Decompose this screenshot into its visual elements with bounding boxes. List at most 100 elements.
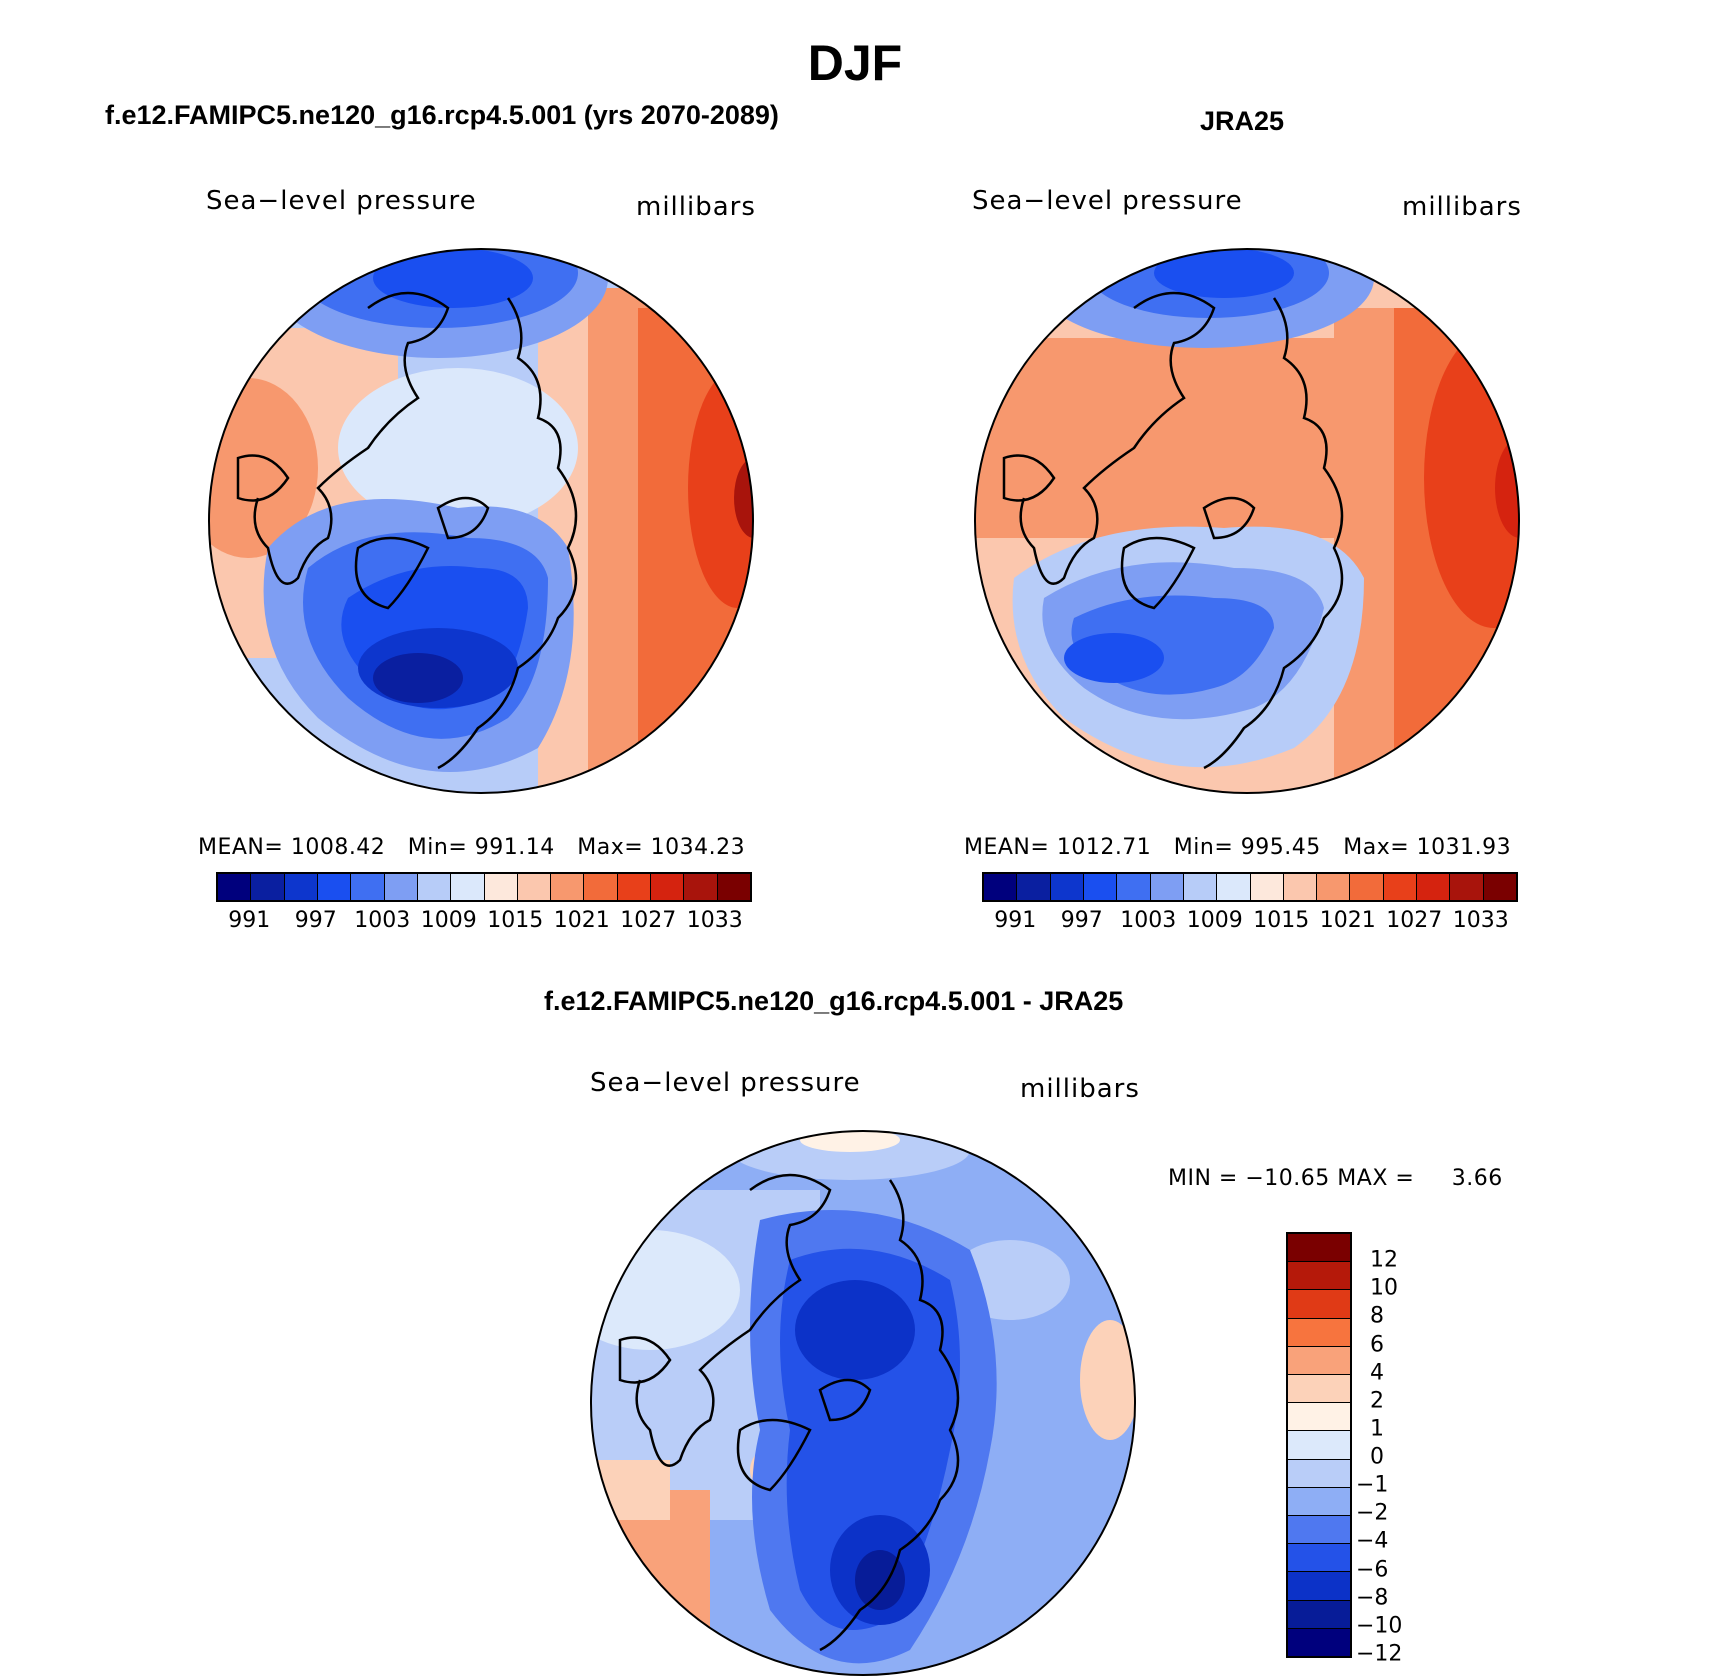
colorbar-label: −1: [1356, 1472, 1389, 1498]
units-label: millibars: [636, 192, 756, 222]
colorbar-swatch: [584, 874, 618, 900]
colorbar-swatch: [1350, 874, 1384, 900]
colorbar-swatch: [317, 874, 352, 900]
colorbar-swatch: [984, 874, 1018, 900]
colorbar-tick-label: 1003: [354, 908, 411, 933]
polar-map-difference: [590, 1130, 1136, 1676]
colorbar-swatch: [451, 874, 485, 900]
mean-value: 1012.71: [1056, 835, 1152, 860]
colorbar-tick-label: 1021: [553, 908, 610, 933]
panel-title-model: f.e12.FAMIPC5.ne120_g16.rcp4.5.001 (yrs …: [105, 100, 779, 130]
colorbar-swatch: [284, 874, 318, 900]
colorbar-swatch: [1417, 874, 1451, 900]
min-value: −10.65: [1245, 1166, 1330, 1191]
colorbar-labels: 12 10 8 6 4 2 1 0 −1 −2 −4 −6 −8 −10 −12: [1356, 1232, 1416, 1667]
colorbar-tick-label: 1027: [620, 908, 677, 933]
variable-label: Sea−level pressure: [206, 186, 477, 216]
colorbar-swatch: [1288, 1516, 1350, 1545]
colorbar-label: 10: [1370, 1275, 1398, 1301]
colorbar-swatch: [1288, 1431, 1350, 1460]
colorbar-swatch: [651, 874, 685, 900]
min-value: 991.14: [474, 835, 555, 860]
colorbar-swatch: [1288, 1572, 1350, 1601]
colorbar-tick-label: 991: [994, 908, 1037, 933]
max-label: MAX =: [1337, 1166, 1415, 1191]
min-value: 995.45: [1240, 835, 1321, 860]
colorbar-swatch: [1217, 874, 1251, 900]
min-label: Min=: [1173, 835, 1234, 860]
colorbar-swatch: [417, 874, 452, 900]
colorbar-swatch: [1050, 874, 1084, 900]
colorbar-swatch: [1317, 874, 1351, 900]
colorbar-swatch: [1288, 1290, 1350, 1319]
stats-row: MIN = −10.65 MAX = 3.66: [1168, 1166, 1503, 1191]
polar-map-obs: [974, 248, 1520, 794]
polar-map-model: [208, 248, 754, 794]
colorbar-label: −2: [1356, 1500, 1389, 1526]
colorbar-label: 4: [1370, 1360, 1384, 1386]
colorbar-swatch: [1288, 1487, 1350, 1517]
colorbar-swatch: [1288, 1600, 1350, 1629]
colorbar-swatch: [484, 874, 518, 900]
variable-label: Sea−level pressure: [590, 1068, 861, 1098]
colorbar-ticks: 991 997 1003 1009 1015 1021 1027 1033: [216, 908, 748, 938]
colorbar-swatch: [717, 874, 750, 900]
panel-title-diff: f.e12.FAMIPC5.ne120_g16.rcp4.5.001 - JRA…: [544, 986, 1124, 1016]
colorbar-swatch: [251, 874, 285, 900]
colorbar-swatch: [1150, 874, 1184, 900]
page-title: DJF: [807, 35, 903, 91]
colorbar-swatch: [1288, 1375, 1350, 1404]
colorbar-label: −12: [1356, 1641, 1403, 1667]
colorbar-swatch: [1117, 874, 1151, 900]
colorbar-tick-label: 1015: [487, 908, 544, 933]
colorbar-tick-label: 1015: [1253, 908, 1310, 933]
colorbar-tick-label: 1009: [420, 908, 477, 933]
colorbar-swatch: [1288, 1403, 1350, 1432]
colorbar-swatch: [1250, 874, 1284, 900]
colorbar-model: [216, 872, 752, 902]
max-value: 3.66: [1451, 1166, 1503, 1191]
colorbar-label: 1: [1370, 1416, 1384, 1442]
colorbar-tick-label: 997: [1060, 908, 1103, 933]
colorbar-label: 6: [1370, 1332, 1384, 1358]
units-label: millibars: [1402, 192, 1522, 222]
variable-label: Sea−level pressure: [972, 186, 1243, 216]
max-value: 1034.23: [650, 835, 746, 860]
colorbar-swatch: [517, 874, 552, 900]
colorbar-tick-label: 991: [228, 908, 271, 933]
colorbar-swatch: [1288, 1459, 1350, 1488]
colorbar-swatch: [1288, 1234, 1350, 1263]
colorbar-swatch: [1288, 1628, 1350, 1657]
panel-title-obs: JRA25: [1200, 106, 1285, 136]
colorbar-label: −6: [1356, 1557, 1389, 1583]
colorbar-tick-label: 1021: [1319, 908, 1376, 933]
colorbar-tick-label: 1033: [686, 908, 743, 933]
colorbar-swatch: [1083, 874, 1118, 900]
colorbar-swatch: [617, 874, 652, 900]
colorbar-swatch: [1450, 874, 1484, 900]
colorbar-tick-label: 1027: [1386, 908, 1443, 933]
min-label: MIN =: [1168, 1166, 1238, 1191]
colorbar-tick-label: 1033: [1452, 908, 1509, 933]
colorbar-swatch: [551, 874, 585, 900]
mean-label: MEAN=: [964, 835, 1050, 860]
colorbar-swatch: [684, 874, 718, 900]
colorbar-diff: [1286, 1232, 1352, 1658]
min-label: Min=: [407, 835, 468, 860]
colorbar-label: 0: [1370, 1444, 1384, 1470]
colorbar-swatch: [1283, 874, 1318, 900]
colorbar-label: 2: [1370, 1388, 1384, 1414]
mean-label: MEAN=: [198, 835, 284, 860]
colorbar-swatch: [1183, 874, 1218, 900]
colorbar-swatch: [1288, 1262, 1350, 1291]
colorbar-swatch: [384, 874, 418, 900]
colorbar-tick-label: 997: [294, 908, 337, 933]
colorbar-label: 8: [1370, 1303, 1384, 1329]
colorbar-ticks: 991 997 1003 1009 1015 1021 1027 1033: [982, 908, 1514, 938]
colorbar-swatch: [1483, 874, 1516, 900]
colorbar-obs: [982, 872, 1518, 902]
stats-row: MEAN= 1008.42 Min= 991.14 Max= 1034.23: [198, 835, 745, 860]
colorbar-label: −8: [1356, 1585, 1389, 1611]
colorbar-label: 12: [1370, 1247, 1398, 1273]
colorbar-swatch: [1288, 1346, 1350, 1376]
